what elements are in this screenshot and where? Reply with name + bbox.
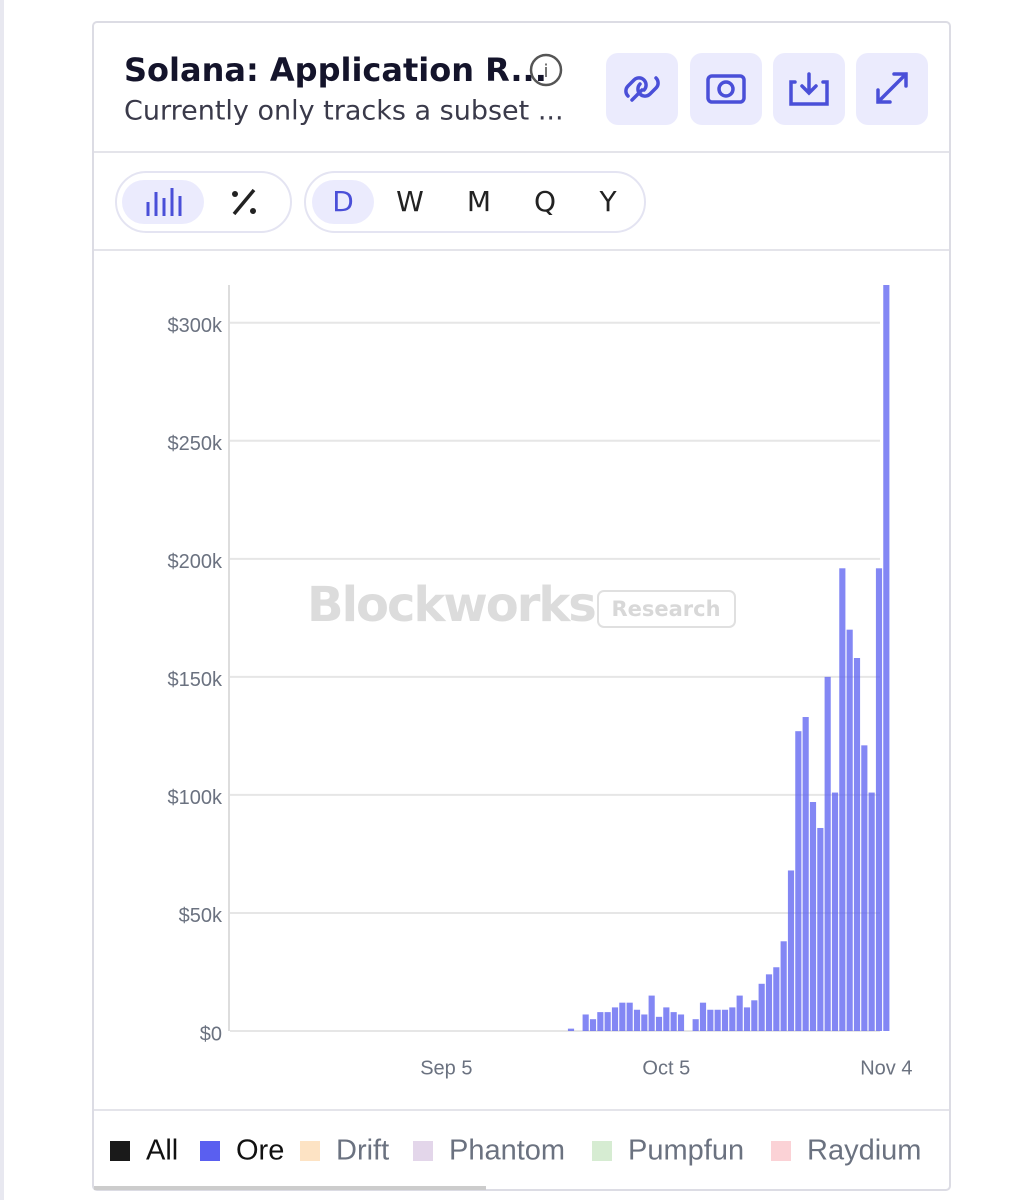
bar (582, 1014, 589, 1031)
bar (633, 1009, 641, 1031)
y-tick-label: $100k (168, 787, 223, 809)
bar (787, 870, 795, 1031)
bar (780, 941, 787, 1031)
bar (802, 717, 809, 1031)
info-i: i (543, 61, 548, 82)
x-tick-label: Sep 5 (420, 1057, 472, 1079)
watermark-tag-box (597, 590, 736, 628)
bar (721, 1009, 729, 1031)
legend-swatch (200, 1141, 220, 1161)
bar (655, 1016, 663, 1031)
link-icon (624, 76, 660, 102)
bar (809, 802, 817, 1031)
percent-icon[interactable] (232, 188, 256, 216)
legend-swatch (110, 1141, 130, 1161)
scrollbar (94, 1186, 486, 1190)
period-option: M (467, 185, 491, 218)
bar (824, 676, 831, 1031)
period-option: Q (534, 185, 556, 218)
bar (729, 1007, 736, 1031)
percent-dot (250, 208, 256, 214)
legend-label: Phantom (449, 1135, 565, 1167)
bar (707, 1009, 714, 1031)
bar (589, 1019, 597, 1031)
bar (567, 1028, 575, 1031)
bar (846, 629, 853, 1031)
legend-swatch (413, 1141, 433, 1161)
bar (611, 1007, 619, 1031)
legend-label: Ore (236, 1135, 284, 1167)
left-strip (0, 0, 4, 1200)
percent-dot (232, 191, 238, 197)
bar (714, 1009, 721, 1031)
period-option: D (332, 185, 354, 218)
bar (758, 983, 765, 1031)
y-tick-label: $0 (200, 1023, 222, 1045)
bar (677, 1014, 685, 1031)
watermark: Blockworks (307, 577, 595, 633)
legend-swatch (771, 1141, 791, 1161)
bar (641, 1014, 648, 1031)
period-toggle (304, 171, 646, 233)
period-option: W (396, 185, 424, 218)
x-tick-label: Nov 4 (860, 1057, 912, 1079)
bar (648, 995, 655, 1031)
bar (795, 731, 802, 1031)
bar-icon (146, 188, 182, 216)
bar (626, 1002, 633, 1031)
bar (663, 1007, 670, 1031)
bar (817, 827, 824, 1031)
y-tick-label: $50k (179, 905, 223, 927)
bar (604, 1012, 611, 1031)
expand-icon (876, 72, 908, 104)
bar (839, 568, 846, 1031)
title: Solana: Application R... (124, 51, 547, 89)
camera-lens (717, 80, 735, 98)
legend-label: All (146, 1135, 178, 1167)
x-tick-label: Oct 5 (642, 1057, 690, 1079)
camera-icon (706, 74, 746, 104)
bar (773, 967, 780, 1031)
legend-swatch (300, 1141, 320, 1161)
y-tick-label: $200k (168, 551, 223, 573)
bar (861, 745, 868, 1031)
download-icon (789, 72, 829, 106)
bar (853, 658, 861, 1031)
info-icon[interactable] (529, 53, 563, 87)
bar (692, 1019, 699, 1031)
bar (765, 974, 773, 1031)
bar (736, 995, 743, 1031)
y-tick-label: $150k (168, 669, 223, 691)
bar (619, 1002, 626, 1031)
bar (699, 1002, 707, 1031)
y-tick-label: $250k (168, 433, 223, 455)
bar (831, 792, 839, 1031)
legend-swatch (592, 1141, 612, 1161)
legend-label: Pumpfun (628, 1135, 744, 1167)
bar (868, 792, 875, 1031)
period-active (312, 180, 374, 224)
subtitle: Currently only tracks a subset ... (124, 96, 564, 127)
bar (670, 1012, 677, 1031)
period-option: Y (598, 185, 617, 218)
watermark-tag: Research (611, 597, 720, 621)
legend-label: Raydium (807, 1135, 921, 1167)
bar (875, 568, 883, 1031)
legend-label: Drift (336, 1135, 389, 1167)
y-tick-label: $300k (168, 315, 223, 337)
bar (597, 1012, 604, 1031)
bar (751, 1000, 758, 1031)
bar (743, 1007, 751, 1031)
card (92, 21, 951, 1191)
icons (624, 72, 908, 106)
bar (883, 285, 890, 1031)
camera-button[interactable] (690, 53, 762, 125)
